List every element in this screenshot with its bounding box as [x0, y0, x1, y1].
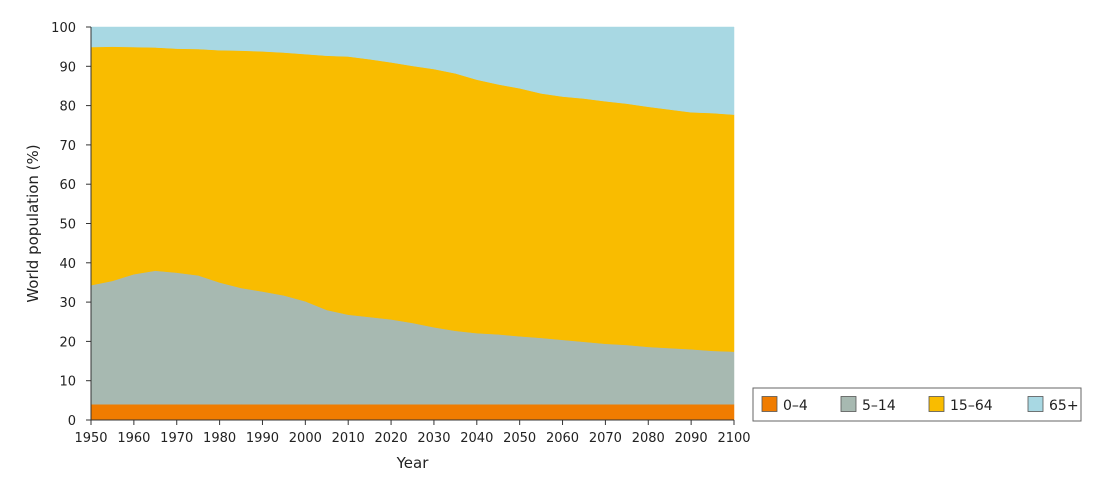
x-tick-label: 2030 [417, 431, 450, 446]
x-tick-label: 1960 [117, 431, 150, 446]
legend: 0–4 5–14 15–64 65+ [752, 387, 1082, 422]
x-tick-label: 1970 [160, 431, 193, 446]
x-tick-label: 2080 [632, 431, 665, 446]
y-tick-label: 60 [59, 178, 76, 193]
legend-swatch-4 [1027, 396, 1044, 412]
legend-label-3: 15–64 [950, 398, 993, 414]
y-tick-label: 40 [59, 257, 76, 272]
y-tick-label: 50 [59, 218, 76, 233]
x-axis-title: Year [396, 454, 430, 472]
x-tick-label: 2020 [375, 431, 408, 446]
x-tick-label: 2090 [675, 431, 708, 446]
y-tick-label: 80 [59, 100, 76, 115]
legend-swatch-2 [840, 396, 857, 412]
legend-label-1: 0–4 [783, 398, 808, 414]
x-tick-label: 2040 [460, 431, 493, 446]
x-tick-label: 2060 [546, 431, 579, 446]
y-tick-label: 70 [59, 139, 76, 154]
axes-layer: 1950 1960 1970 1980 1990 2000 2010 2020 2030 2040… [51, 21, 750, 446]
legend-swatch-1 [761, 396, 778, 412]
x-tick-label: 2070 [589, 431, 622, 446]
y-tick-label: 90 [59, 60, 76, 75]
area-series-1 [90, 404, 735, 421]
legend-swatch-3 [928, 396, 945, 412]
legend-label-2: 5–14 [862, 398, 896, 414]
area-series-layer [90, 26, 735, 421]
x-tick-label: 2100 [717, 431, 750, 446]
x-tick-label: 2000 [289, 431, 322, 446]
x-tick-label: 1950 [74, 431, 107, 446]
legend-label-4: 65+ [1049, 398, 1079, 414]
x-tick-label: 1980 [203, 431, 236, 446]
x-tick-label: 2010 [332, 431, 365, 446]
area-series-4 [90, 26, 735, 115]
y-tick-label: 0 [68, 414, 76, 429]
y-tick-label: 10 [59, 375, 76, 390]
y-tick-label: 100 [51, 21, 76, 36]
x-tick-label: 1990 [246, 431, 279, 446]
y-tick-label: 20 [59, 335, 76, 350]
y-tick-label: 30 [59, 296, 76, 311]
legend-box [752, 387, 1082, 422]
x-tick-label: 2050 [503, 431, 536, 446]
y-axis-title: World population (%) [24, 144, 42, 302]
